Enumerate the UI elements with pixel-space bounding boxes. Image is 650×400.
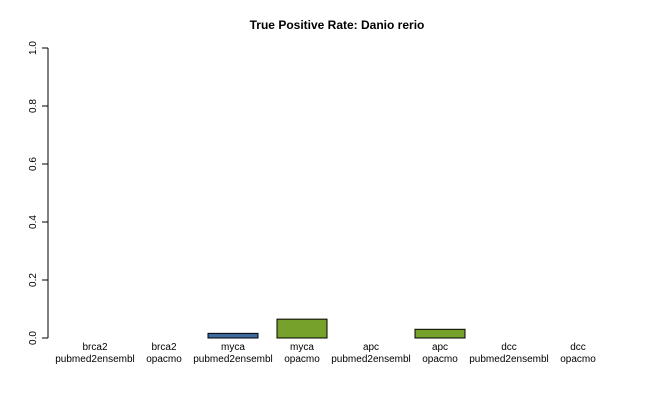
x-label-gene: apc (363, 342, 379, 353)
x-label-method: pubmed2ensembl (55, 354, 135, 365)
bar-myca-pubmed2ensembl (207, 332, 259, 339)
bars (207, 318, 466, 339)
x-label-gene: dcc (501, 342, 517, 353)
x-label-gene: apc (432, 342, 448, 353)
y-tick-label: 0.6 (28, 157, 39, 171)
y-tick-label: 0.4 (28, 215, 39, 229)
y-tick-label: 1.0 (28, 41, 39, 55)
x-label-gene: dcc (570, 342, 586, 353)
x-label-method: opacmo (284, 354, 320, 365)
x-label-method: pubmed2ensembl (469, 354, 549, 365)
y-axis: 0.0 0.2 0.4 0.6 0.8 1.0 (28, 41, 49, 345)
x-label-gene: myca (290, 342, 314, 353)
y-tick-label: 0.2 (28, 273, 39, 287)
x-label-method: opacmo (146, 354, 182, 365)
x-label-method: pubmed2ensembl (193, 354, 273, 365)
x-label-gene: brca2 (82, 342, 107, 353)
y-tick-label: 0.8 (28, 99, 39, 113)
x-label-gene: myca (221, 342, 245, 353)
y-tick-label: 0.0 (28, 331, 39, 345)
x-label-method: opacmo (422, 354, 458, 365)
bar-myca-opacmo (276, 318, 328, 339)
x-label-method: pubmed2ensembl (331, 354, 411, 365)
x-label-method: opacmo (560, 354, 596, 365)
x-axis-labels: brca2pubmed2ensemblbrca2opacmomycapubmed… (55, 342, 596, 365)
chart-title: True Positive Rate: Danio rerio (250, 18, 425, 32)
bar-apc-opacmo (414, 328, 466, 339)
x-label-gene: brca2 (151, 342, 176, 353)
